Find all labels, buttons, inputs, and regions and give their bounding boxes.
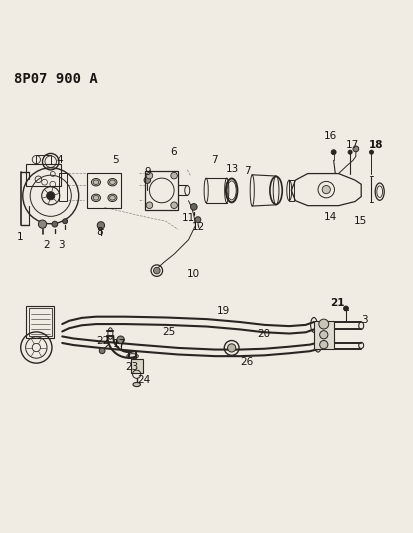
Ellipse shape bbox=[109, 196, 115, 200]
Circle shape bbox=[38, 220, 47, 228]
Bar bbox=[36, 156, 51, 164]
Text: 17: 17 bbox=[345, 140, 358, 150]
Circle shape bbox=[352, 146, 358, 152]
Bar bbox=[289, 180, 294, 201]
Circle shape bbox=[146, 172, 152, 179]
Circle shape bbox=[97, 222, 104, 229]
Text: 4: 4 bbox=[56, 156, 63, 165]
Text: 23: 23 bbox=[125, 362, 138, 372]
Bar bbox=[130, 359, 142, 374]
Text: 24: 24 bbox=[137, 375, 150, 385]
Bar bbox=[59, 173, 67, 201]
Circle shape bbox=[195, 217, 200, 222]
Bar bbox=[26, 164, 61, 187]
Text: 8: 8 bbox=[96, 228, 102, 237]
Circle shape bbox=[319, 330, 327, 339]
Bar bbox=[145, 171, 178, 210]
Text: 8P07 900 A: 8P07 900 A bbox=[14, 72, 97, 86]
Text: 7: 7 bbox=[211, 155, 217, 165]
Text: 22: 22 bbox=[97, 335, 110, 345]
Bar bbox=[26, 305, 54, 338]
Circle shape bbox=[318, 319, 328, 329]
Ellipse shape bbox=[108, 194, 116, 201]
Bar bbox=[29, 308, 52, 336]
Circle shape bbox=[347, 150, 351, 154]
Text: 12: 12 bbox=[191, 222, 204, 232]
Circle shape bbox=[52, 221, 57, 227]
Bar bbox=[87, 173, 121, 208]
Ellipse shape bbox=[91, 179, 100, 186]
Text: 16: 16 bbox=[323, 131, 336, 141]
Circle shape bbox=[99, 348, 105, 354]
Circle shape bbox=[171, 172, 177, 179]
Text: 13: 13 bbox=[225, 164, 239, 174]
Circle shape bbox=[319, 341, 327, 349]
Text: 26: 26 bbox=[240, 357, 253, 367]
Text: 10: 10 bbox=[187, 269, 200, 279]
Text: 1: 1 bbox=[17, 232, 23, 242]
Text: 14: 14 bbox=[323, 212, 336, 222]
Circle shape bbox=[62, 219, 67, 224]
Circle shape bbox=[368, 150, 373, 154]
Circle shape bbox=[321, 185, 330, 193]
Ellipse shape bbox=[91, 194, 100, 201]
Text: 7: 7 bbox=[243, 166, 250, 176]
Ellipse shape bbox=[109, 180, 115, 184]
Ellipse shape bbox=[93, 180, 99, 184]
Circle shape bbox=[190, 204, 197, 210]
Circle shape bbox=[144, 177, 150, 183]
Text: 18: 18 bbox=[368, 140, 383, 150]
Text: 3: 3 bbox=[57, 240, 64, 249]
Text: 19: 19 bbox=[216, 306, 230, 316]
Circle shape bbox=[227, 344, 235, 352]
Ellipse shape bbox=[108, 179, 116, 186]
Text: 2: 2 bbox=[43, 240, 50, 249]
Circle shape bbox=[343, 306, 348, 311]
Circle shape bbox=[171, 202, 177, 208]
Text: 11: 11 bbox=[181, 213, 195, 223]
Text: 5: 5 bbox=[112, 156, 119, 165]
Text: 25: 25 bbox=[162, 327, 176, 337]
Text: 15: 15 bbox=[353, 216, 366, 227]
Bar bbox=[313, 321, 333, 349]
Ellipse shape bbox=[133, 383, 140, 386]
Text: 3: 3 bbox=[360, 315, 366, 325]
Text: 21: 21 bbox=[330, 298, 344, 308]
Text: 17: 17 bbox=[112, 339, 125, 349]
Circle shape bbox=[116, 336, 124, 343]
Circle shape bbox=[153, 268, 160, 274]
Ellipse shape bbox=[93, 196, 99, 200]
Text: 6: 6 bbox=[170, 147, 176, 157]
Text: 9: 9 bbox=[144, 167, 150, 177]
Circle shape bbox=[47, 192, 55, 200]
Circle shape bbox=[330, 150, 335, 155]
Circle shape bbox=[146, 202, 152, 208]
Text: 20: 20 bbox=[256, 329, 270, 340]
